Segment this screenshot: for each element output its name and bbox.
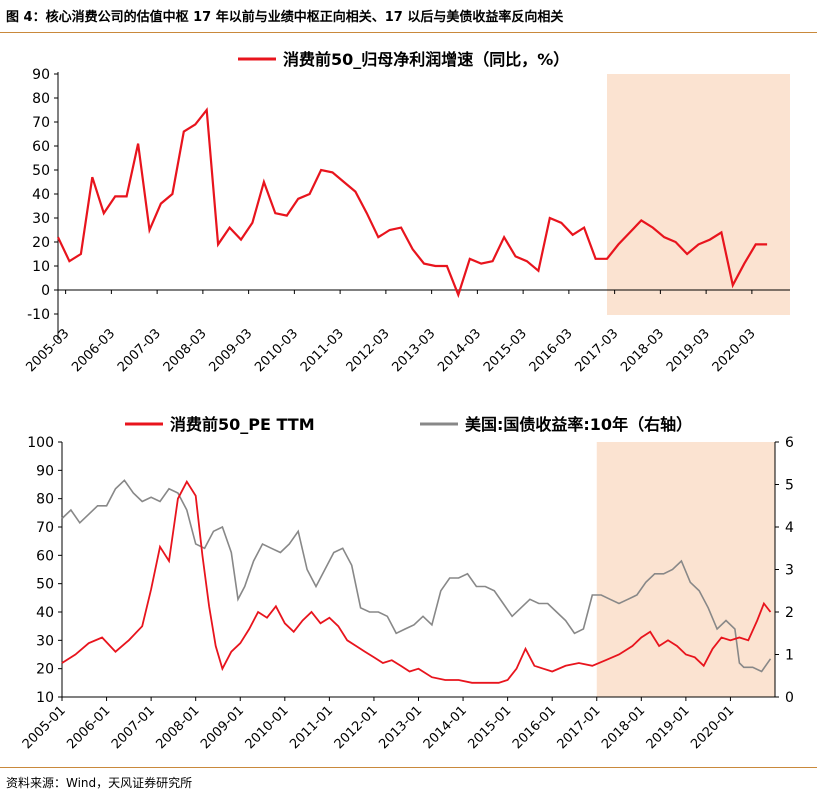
- y-tick-label: 30: [36, 633, 54, 649]
- y-tick-label: 40: [36, 605, 54, 621]
- title-divider: [0, 32, 817, 33]
- x-tick-label: 2015-03: [481, 326, 530, 375]
- y-tick-label: 40: [32, 187, 50, 203]
- y-tick-label: 20: [32, 235, 50, 251]
- x-tick-label: 2013-03: [389, 326, 438, 375]
- x-tick-label: 2016-01: [510, 703, 559, 752]
- x-tick-label: 2008-03: [161, 326, 210, 375]
- y2-tick-label: 0: [785, 690, 794, 706]
- legend-label: 消费前50_归母净利润增速（同比，%）: [283, 50, 569, 69]
- x-tick-label: 2019-01: [644, 703, 693, 752]
- pe-ttm-line: [61, 479, 772, 684]
- x-tick-label: 2012-03: [344, 326, 393, 375]
- y-tick-label: 60: [32, 139, 50, 155]
- x-tick-label: 2009-03: [206, 326, 255, 375]
- x-tick-label: 2017-01: [555, 703, 604, 752]
- y-tick-label: 30: [32, 211, 50, 227]
- y-tick-label: 100: [27, 435, 54, 451]
- y2-tick-label: 4: [785, 520, 794, 536]
- x-tick-label: 2006-03: [69, 326, 118, 375]
- y2-tick-label: 2: [785, 605, 794, 621]
- legend: 消费前50_归母净利润增速（同比，%）: [238, 50, 569, 69]
- y2-tick-label: 5: [785, 478, 794, 494]
- x-tick-label: 2007-03: [115, 326, 164, 375]
- highlight-band: [596, 442, 775, 697]
- x-tick-label: 2011-03: [298, 326, 347, 375]
- y2-tick-label: 3: [785, 563, 794, 579]
- x-tick-label: 2020-03: [710, 326, 759, 375]
- x-tick-label: 2019-03: [664, 326, 713, 375]
- x-tick-label: 2010-03: [252, 326, 301, 375]
- y-tick-label: 90: [32, 67, 50, 83]
- y-tick-label: 10: [32, 259, 50, 275]
- x-tick-label: 2009-01: [198, 703, 247, 752]
- y-tick-label: 10: [36, 690, 54, 706]
- y-tick-label: 80: [36, 492, 54, 508]
- x-tick-label: 2020-01: [688, 703, 737, 752]
- y-tick-label: 50: [36, 577, 54, 593]
- x-tick-label: 2015-01: [465, 703, 514, 752]
- highlight-band: [607, 74, 790, 315]
- treasury-yield-line: [61, 479, 772, 673]
- x-tick-label: 2018-03: [618, 326, 667, 375]
- x-tick-label: 2014-03: [435, 326, 484, 375]
- x-tick-label: 2012-01: [332, 703, 381, 752]
- y-tick-label: -10: [27, 307, 50, 323]
- y-tick-label: 20: [36, 662, 54, 678]
- x-tick-label: 2016-03: [527, 326, 576, 375]
- y-tick-label: 60: [36, 548, 54, 564]
- legend: 消费前50_PE TTM 美国:国债收益率:10年（右轴）: [125, 415, 692, 434]
- legend-label-pe: 消费前50_PE TTM: [170, 415, 315, 434]
- legend-label-yield: 美国:国债收益率:10年（右轴）: [465, 415, 692, 434]
- source-note: 资料来源：Wind，天风证券研究所: [6, 776, 193, 790]
- y-tick-label: 90: [36, 463, 54, 479]
- x-tick-label: 2014-01: [421, 703, 470, 752]
- x-tick-label: 2006-01: [64, 703, 113, 752]
- x-tick-label: 2007-01: [109, 703, 158, 752]
- y2-tick-label: 1: [785, 648, 794, 664]
- y-tick-label: 70: [32, 115, 50, 131]
- y2-tick-label: 6: [785, 435, 794, 451]
- x-tick-label: 2013-01: [376, 703, 425, 752]
- x-tick-label: 2017-03: [572, 326, 621, 375]
- x-tick-label: 2018-01: [599, 703, 648, 752]
- y-tick-label: 50: [32, 163, 50, 179]
- y-tick-label: 0: [41, 283, 50, 299]
- y-tick-label: 70: [36, 520, 54, 536]
- figure-title: 图 4：核心消费公司的估值中枢 17 年以前与业绩中枢正向相关、17 以后与美债…: [6, 10, 564, 25]
- x-tick-label: 2011-01: [287, 703, 336, 752]
- y-tick-label: 80: [32, 91, 50, 107]
- x-tick-label: 2008-01: [153, 703, 202, 752]
- x-tick-label: 2010-01: [243, 703, 292, 752]
- x-tick-label: 2005-03: [23, 326, 72, 375]
- source-divider: [0, 767, 817, 768]
- profit-growth-line: [57, 107, 768, 299]
- x-tick-label: 2005-01: [20, 703, 69, 752]
